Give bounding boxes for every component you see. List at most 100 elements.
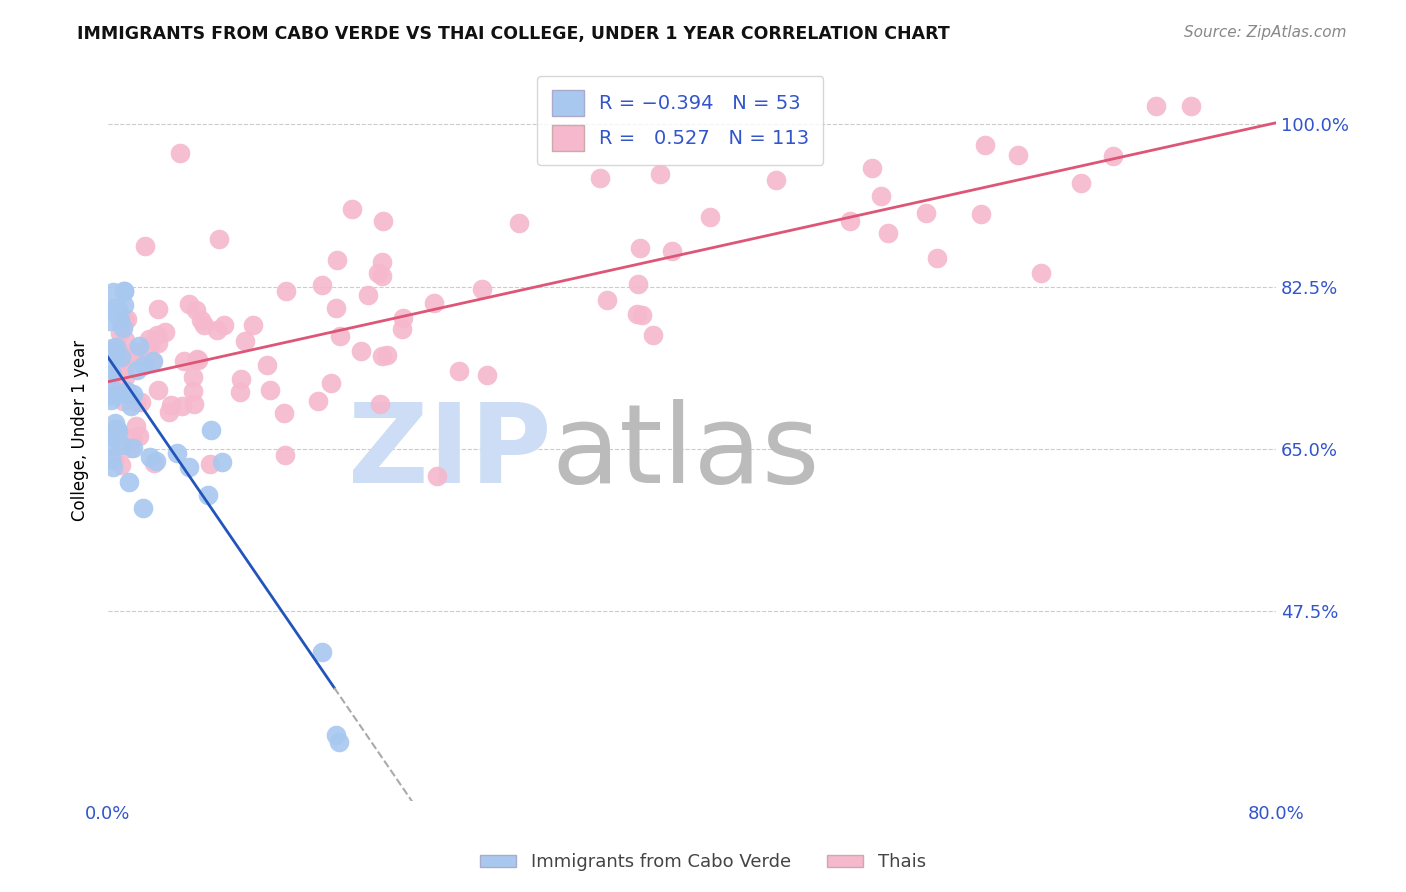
Point	[860, 161, 883, 175]
Point	[101, 367, 124, 381]
Point	[105, 422, 128, 436]
Point	[375, 348, 398, 362]
Point	[184, 303, 207, 318]
Point	[661, 244, 683, 258]
Point	[139, 338, 162, 352]
Point	[367, 266, 389, 280]
Point	[110, 326, 132, 341]
Legend: R = −0.394   N = 53, R =   0.527   N = 113: R = −0.394 N = 53, R = 0.527 N = 113	[537, 76, 824, 165]
Point	[103, 452, 125, 467]
Point	[108, 313, 131, 327]
Point	[329, 328, 352, 343]
Point	[471, 282, 494, 296]
Point	[765, 173, 787, 187]
Point	[157, 405, 180, 419]
Point	[100, 393, 122, 408]
Point	[371, 349, 394, 363]
Point	[100, 451, 122, 466]
Point	[391, 322, 413, 336]
Point	[273, 405, 295, 419]
Point	[870, 189, 893, 203]
Point	[100, 367, 122, 381]
Point	[166, 446, 188, 460]
Point	[103, 424, 125, 438]
Point	[208, 231, 231, 245]
Point	[641, 328, 664, 343]
Point	[118, 441, 141, 455]
Point	[105, 388, 128, 402]
Point	[108, 426, 131, 441]
Point	[100, 304, 122, 318]
Point	[200, 457, 222, 471]
Point	[110, 458, 132, 472]
Point	[273, 448, 295, 462]
Point	[326, 252, 349, 267]
Point	[628, 241, 651, 255]
Point	[141, 354, 163, 368]
Point	[648, 167, 671, 181]
Point	[111, 321, 134, 335]
Point	[256, 358, 278, 372]
Point	[103, 344, 125, 359]
Point	[177, 460, 200, 475]
Point	[974, 138, 997, 153]
Point	[146, 336, 169, 351]
Point	[183, 397, 205, 411]
Point	[146, 327, 169, 342]
Point	[101, 459, 124, 474]
Point	[1102, 149, 1125, 163]
Point	[1007, 147, 1029, 161]
Point	[100, 381, 122, 395]
Point	[350, 344, 373, 359]
Point	[426, 469, 449, 483]
Point	[108, 354, 131, 368]
Point	[631, 309, 654, 323]
Point	[371, 255, 394, 269]
Point	[103, 349, 125, 363]
Point	[125, 349, 148, 363]
Point	[328, 735, 350, 749]
Point	[142, 353, 165, 368]
Point	[108, 437, 131, 451]
Point	[627, 277, 650, 291]
Point	[311, 278, 333, 293]
Point	[103, 417, 125, 431]
Point	[177, 297, 200, 311]
Point	[100, 341, 122, 355]
Point	[1031, 266, 1053, 280]
Point	[200, 424, 222, 438]
Point	[242, 318, 264, 332]
Point	[114, 360, 136, 375]
Point	[138, 332, 160, 346]
Point	[839, 214, 862, 228]
Point	[125, 395, 148, 409]
Point	[170, 399, 193, 413]
Point	[121, 387, 143, 401]
Point	[134, 359, 156, 373]
Text: Source: ZipAtlas.com: Source: ZipAtlas.com	[1184, 25, 1347, 40]
Point	[447, 364, 470, 378]
Point	[107, 302, 129, 317]
Point	[117, 312, 139, 326]
Point	[128, 429, 150, 443]
Point	[169, 145, 191, 160]
Point	[259, 383, 281, 397]
Point	[340, 202, 363, 216]
Point	[699, 210, 721, 224]
Point	[104, 302, 127, 317]
Point	[112, 284, 135, 298]
Point	[107, 424, 129, 438]
Point	[118, 386, 141, 401]
Point	[125, 419, 148, 434]
Point	[98, 314, 121, 328]
Point	[357, 287, 380, 301]
Point	[311, 645, 333, 659]
Point	[371, 269, 394, 284]
Point	[274, 284, 297, 298]
Point	[111, 393, 134, 408]
Point	[173, 354, 195, 368]
Point	[596, 293, 619, 307]
Point	[1180, 99, 1202, 113]
Point	[145, 453, 167, 467]
Point	[139, 450, 162, 464]
